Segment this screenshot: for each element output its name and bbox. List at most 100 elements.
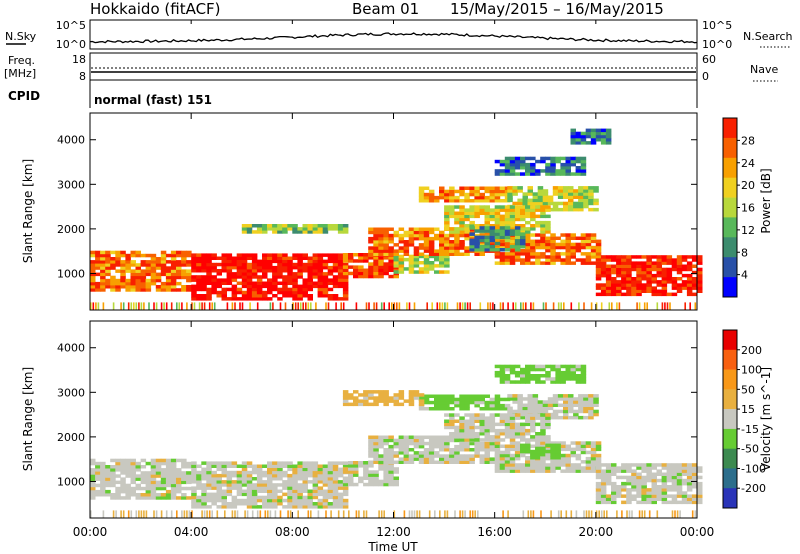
heatmap-cell (697, 286, 703, 290)
heatmap-cell (474, 448, 480, 452)
heatmap-cell (383, 227, 389, 231)
heatmap-cell (509, 242, 516, 247)
heatmap-cell (588, 189, 594, 193)
heatmap-cell (611, 488, 617, 492)
heatmap-cell (287, 495, 293, 500)
heatmap-cell (231, 498, 238, 503)
heatmap-cell (459, 441, 465, 446)
heatmap-cell (484, 435, 490, 439)
heatmap-cell (580, 245, 587, 250)
heatmap-cell (272, 498, 278, 503)
heatmap-cell (514, 444, 521, 448)
heatmap-cell (439, 397, 445, 402)
heatmap-cell (110, 483, 116, 488)
heatmap-cell (231, 256, 238, 260)
heatmap-cell (459, 220, 465, 225)
heatmap-cell (479, 460, 485, 464)
heatmap-cell (145, 474, 152, 478)
heatmap-cell (565, 236, 571, 240)
heatmap-cell (593, 394, 599, 398)
heatmap-cell (444, 205, 450, 209)
heatmap-cell (115, 250, 121, 255)
heatmap-cell (120, 480, 126, 485)
heatmap-cell (191, 486, 197, 490)
heatmap-cell (150, 281, 157, 286)
noise-cell (393, 302, 396, 310)
noise-cell (342, 302, 345, 310)
heatmap-cell (504, 466, 511, 470)
heatmap-cell (474, 397, 480, 402)
heatmap-cell (277, 290, 283, 295)
heatmap-cell (671, 280, 678, 284)
heatmap-cell (388, 451, 394, 455)
heatmap-cell (555, 377, 561, 381)
heatmap-cell (120, 461, 126, 466)
heatmap-cell (211, 269, 217, 273)
heatmap-cell (206, 278, 212, 282)
heatmap-cell (459, 425, 465, 430)
heatmap-cell (236, 502, 243, 506)
heatmap-cell (196, 294, 202, 298)
heatmap-cell (368, 464, 374, 468)
heatmap-cell (552, 207, 559, 212)
heatmap-cell (550, 258, 556, 262)
heatmap-cell (454, 457, 460, 461)
heatmap-cell (585, 141, 592, 145)
heatmap-cell (542, 400, 549, 404)
heatmap-cell (474, 241, 480, 246)
heatmap-cell (540, 446, 546, 451)
heatmap-cell (537, 186, 544, 190)
heatmap-cell (585, 242, 592, 247)
heatmap-cell (636, 289, 642, 293)
heatmap-cell (578, 186, 584, 190)
heatmap-cell (626, 466, 632, 470)
heatmap-cell (408, 448, 415, 452)
heatmap-cell (555, 159, 561, 164)
heatmap-cell (272, 294, 278, 298)
heatmap-cell (292, 227, 298, 231)
heatmap-cell (246, 281, 253, 285)
heatmap-cell (545, 162, 551, 167)
heatmap-cell (494, 407, 501, 411)
heatmap-cell (464, 400, 470, 405)
noise-cell (284, 302, 287, 310)
heatmap-cell (231, 275, 238, 279)
heatmap-cell (552, 189, 559, 193)
heatmap-cell (671, 463, 678, 467)
heatmap-cell (479, 438, 485, 442)
heatmap-cell (130, 260, 136, 264)
heatmap-cell (423, 249, 430, 253)
heatmap-cell (570, 245, 576, 250)
heatmap-cell (449, 189, 455, 194)
noise-cell (299, 302, 302, 310)
heatmap-cell (671, 485, 678, 489)
heatmap-cell (110, 281, 116, 286)
heatmap-cell (459, 419, 465, 423)
heatmap-cell (292, 275, 298, 279)
heatmap-cell (292, 284, 298, 289)
heatmap-cell (494, 413, 501, 417)
heatmap-cell (95, 253, 101, 258)
heatmap-cell (621, 485, 627, 489)
heatmap-cell (246, 262, 253, 267)
heatmap-cell (530, 422, 536, 427)
heatmap-cell (444, 254, 450, 259)
heatmap-cell (454, 205, 460, 209)
heatmap-cell (393, 460, 399, 464)
heatmap-cell (580, 441, 587, 445)
heatmap-cell (697, 273, 703, 278)
heatmap-cell (282, 473, 288, 478)
heatmap-cell (545, 230, 551, 234)
noise-cell (95, 302, 97, 310)
heatmap-cell (246, 502, 253, 506)
heatmap-cell (681, 280, 688, 284)
heatmap-cell (616, 475, 622, 480)
heatmap-cell (196, 486, 202, 490)
heatmap-cell (565, 377, 571, 381)
heatmap-cell (413, 254, 420, 259)
heatmap-cell (337, 262, 344, 267)
heatmap-cell (631, 494, 637, 498)
heatmap-cell (484, 224, 490, 228)
heatmap-cell (686, 481, 693, 486)
heatmap-cell (408, 457, 415, 461)
